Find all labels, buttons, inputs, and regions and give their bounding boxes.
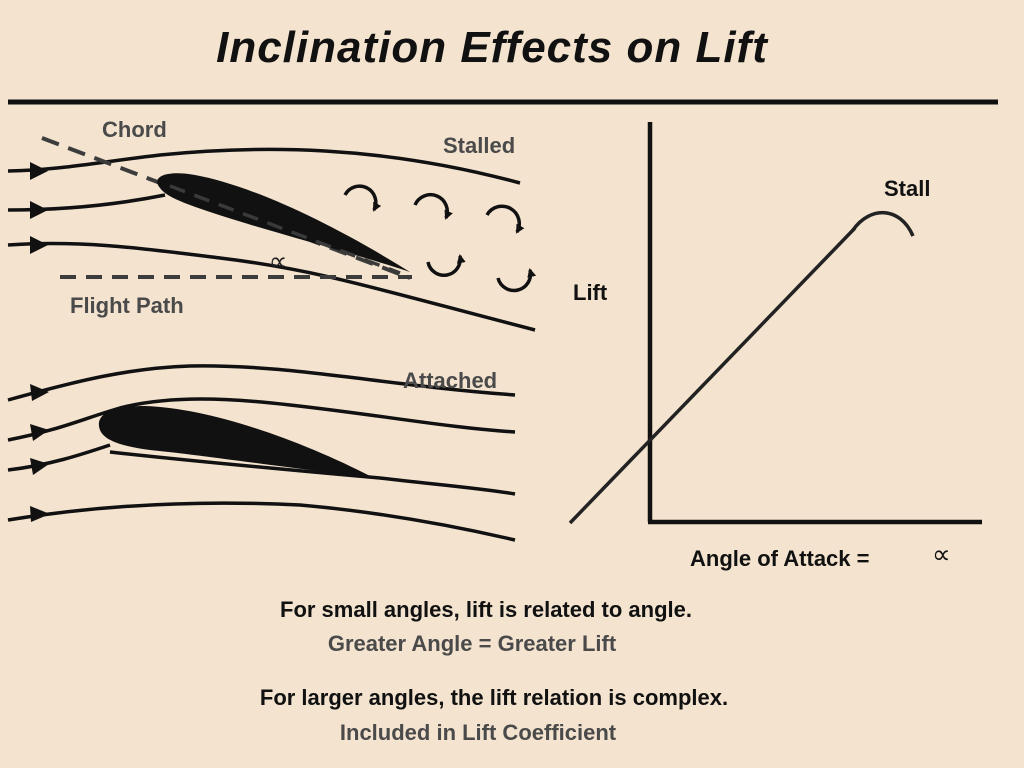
flow-arrowhead [30,458,49,475]
note-line-4: Included in Lift Coefficient [340,720,617,745]
angle-symbol: ∝ [269,247,288,277]
vortex-icon [485,204,525,234]
attached-label: Attached [403,368,497,393]
x-axis-label: Angle of Attack = [690,546,870,571]
y-axis-label: Lift [573,280,608,305]
page-title: Inclination Effects on Lift [216,23,769,72]
vortex-icon [426,254,466,278]
vortex-icon [413,192,453,220]
vortex-icon [496,268,537,293]
vortex-arrows [343,184,537,293]
flow-arrowhead [30,201,48,219]
streamline [7,364,516,402]
vortex-icon [343,184,382,212]
streamline [7,443,111,472]
note-line-3: For larger angles, the lift relation is … [260,685,728,710]
stall-label: Stall [884,176,930,201]
alpha-symbol: ∝ [932,540,951,570]
stalled-airfoil-panel: ∝ Chord Stalled Flight Path [7,117,537,332]
flight-path-label: Flight Path [70,293,184,318]
notes: For small angles, lift is related to ang… [260,597,728,745]
flow-arrowhead [30,506,50,522]
streamline [7,397,516,442]
note-line-1: For small angles, lift is related to ang… [280,597,692,622]
streamline [7,193,166,212]
stalled-label: Stalled [443,133,515,158]
lift-curve-stall [851,211,915,237]
streamline [109,450,516,496]
stalled-airfoil [157,173,410,272]
flow-arrowhead [30,162,48,180]
note-line-2: Greater Angle = Greater Lift [328,631,617,656]
flow-arrowhead [30,236,48,254]
attached-airfoil [98,406,372,477]
attached-airfoil-panel: Attached [7,364,516,542]
chord-line-overlay [169,184,401,275]
streamline [7,241,536,332]
streamline [7,501,516,542]
flow-arrowhead [30,384,49,401]
flow-arrowhead [30,424,49,441]
streamline [7,147,521,185]
lift-curve-linear [568,226,857,525]
chord-label: Chord [102,117,167,142]
lift-vs-angle-graph: Lift Stall Angle of Attack = ∝ [568,122,982,571]
